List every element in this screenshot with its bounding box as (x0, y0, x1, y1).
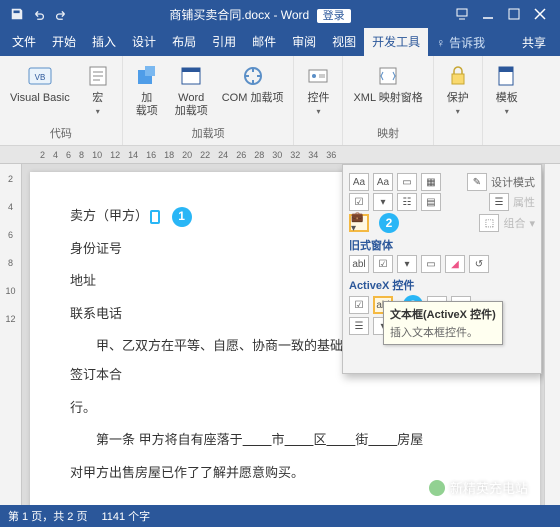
controls-button[interactable]: 控件▾ (300, 60, 336, 119)
tab-file[interactable]: 文件 (4, 28, 44, 56)
word-window: 商铺买卖合同.docx - Word 登录 文件 开始 插入 设计 布局 引用 … (0, 0, 560, 527)
group-template: 模板▾ (483, 56, 531, 145)
statusbar: 第 1 页，共 2 页 1141 个字 (0, 505, 560, 527)
tooltip-sub: 插入文本框控件。 (390, 324, 496, 340)
legacy-reset-icon[interactable]: ↺ (469, 255, 489, 273)
badge-2: 2 (379, 213, 399, 233)
group-mapping: XML 映射窗格 映射 (343, 56, 433, 145)
group-protect: 保护▾ (434, 56, 483, 145)
protect-button[interactable]: 保护▾ (440, 60, 476, 119)
tooltip-title: 文本框(ActiveX 控件) (390, 306, 496, 322)
tab-insert[interactable]: 插入 (84, 28, 124, 56)
minimize-icon[interactable] (482, 8, 494, 20)
control-combobox-icon[interactable]: ▾ (373, 193, 393, 211)
save-icon[interactable] (10, 7, 24, 21)
window-title: 商铺买卖合同.docx - Word 登录 (74, 6, 446, 23)
group-addins: 加 载项 Word 加载项 COM 加载项 加载项 (123, 56, 295, 145)
login-button[interactable]: 登录 (317, 9, 351, 23)
design-mode-icon[interactable]: ✎ (467, 173, 487, 191)
tell-me[interactable]: ♀告诉我 (428, 29, 493, 56)
word-addins-button[interactable]: Word 加载项 (171, 60, 212, 120)
badge-1: 1 (172, 207, 192, 227)
design-mode-label[interactable]: 设计模式 (491, 174, 535, 190)
status-page[interactable]: 第 1 页，共 2 页 (8, 508, 87, 524)
legacy-tools-button[interactable]: 💼▾ (349, 214, 369, 232)
com-addins-button[interactable]: COM 加载项 (218, 60, 288, 107)
titlebar: 商铺买卖合同.docx - Word 登录 (0, 0, 560, 28)
ruler-horizontal: 24681012141618202224262830323436 (0, 146, 560, 164)
tab-view[interactable]: 视图 (324, 28, 364, 56)
maximize-icon[interactable] (508, 8, 520, 20)
tab-references[interactable]: 引用 (204, 28, 244, 56)
close-icon[interactable] (534, 8, 546, 20)
legacy-text-icon[interactable]: abl (349, 255, 369, 273)
group-label: 组合 (503, 215, 525, 231)
xml-mapping-button[interactable]: XML 映射窗格 (349, 60, 426, 107)
group-label: 代码 (50, 123, 72, 143)
group-label: 映射 (377, 123, 399, 143)
control-date-icon[interactable]: ▤ (421, 193, 441, 211)
ribbon-options-icon[interactable] (456, 8, 468, 20)
tooltip: 文本框(ActiveX 控件) 插入文本框控件。 (383, 301, 503, 345)
share-button[interactable]: 共享 (512, 29, 556, 56)
control-checkbox-icon[interactable]: ☑ (349, 193, 369, 211)
doc-para-2: 第一条 甲方将自有座落于 市 区 街 房屋 (70, 426, 510, 455)
activex-checkbox-icon[interactable]: ☑ (349, 296, 369, 314)
tab-design[interactable]: 设计 (124, 28, 164, 56)
window-controls (446, 8, 556, 20)
activex-list-icon[interactable]: ☰ (349, 317, 369, 335)
status-words[interactable]: 1141 个字 (101, 508, 150, 524)
macros-button[interactable]: 宏▾ (80, 60, 116, 119)
template-button[interactable]: 模板▾ (489, 60, 525, 119)
control-plaintext-icon[interactable]: Aa (373, 173, 393, 191)
ruler-vertical: 24681012 (0, 164, 22, 505)
group-icon[interactable]: ⬚ (479, 214, 499, 232)
group-controls: 控件▾ (294, 56, 343, 145)
control-picture-icon[interactable]: ▭ (397, 173, 417, 191)
controls-dropdown: Aa Aa ▭ ▦ ✎ 设计模式 ☑ ▾ ☷ ▤ ☰ 属性 💼▾ 2 (342, 164, 542, 374)
tab-developer[interactable]: 开发工具 (364, 28, 428, 56)
group-code: VB Visual Basic 宏▾ 代码 (0, 56, 123, 145)
ribbon-tabs: 文件 开始 插入 设计 布局 引用 邮件 审阅 视图 开发工具 ♀告诉我 共享 (0, 28, 560, 56)
doc-para-1b: 行。 (70, 394, 510, 423)
properties-label: 属性 (513, 194, 535, 210)
redo-icon[interactable] (54, 7, 68, 21)
visual-basic-button[interactable]: VB Visual Basic (6, 60, 74, 107)
doc-para-3: 对甲方出售房屋已作了了解并愿意购买。 (70, 459, 510, 488)
tab-review[interactable]: 审阅 (284, 28, 324, 56)
legacy-checkbox-icon[interactable]: ☑ (373, 255, 393, 273)
ribbon: VB Visual Basic 宏▾ 代码 加 载项 Word 加载项 (0, 56, 560, 146)
tab-layout[interactable]: 布局 (164, 28, 204, 56)
document-area: 24681012 卖方（甲方） 1 身份证号 地址 联系电话 甲、乙双方在平等、… (0, 164, 560, 505)
legacy-section-title: 旧式窗体 (349, 237, 535, 253)
legacy-frame-icon[interactable]: ▭ (421, 255, 441, 273)
legacy-dropdown-icon[interactable]: ▾ (397, 255, 417, 273)
quick-access-toolbar (4, 7, 74, 21)
svg-text:VB: VB (35, 73, 46, 82)
properties-icon[interactable]: ☰ (489, 193, 509, 211)
scrollbar-vertical[interactable] (544, 164, 560, 505)
control-richtext-icon[interactable]: Aa (349, 173, 369, 191)
legacy-shading-icon[interactable]: ◢ (445, 255, 465, 273)
activex-section-title: ActiveX 控件 (349, 277, 535, 293)
undo-icon[interactable] (32, 7, 46, 21)
text-cursor-icon (150, 210, 160, 224)
tab-home[interactable]: 开始 (44, 28, 84, 56)
tab-mailings[interactable]: 邮件 (244, 28, 284, 56)
group-label: 加载项 (192, 123, 225, 143)
control-dropdown-icon[interactable]: ☷ (397, 193, 417, 211)
addins-button[interactable]: 加 载项 (129, 60, 165, 120)
control-buildingblock-icon[interactable]: ▦ (421, 173, 441, 191)
